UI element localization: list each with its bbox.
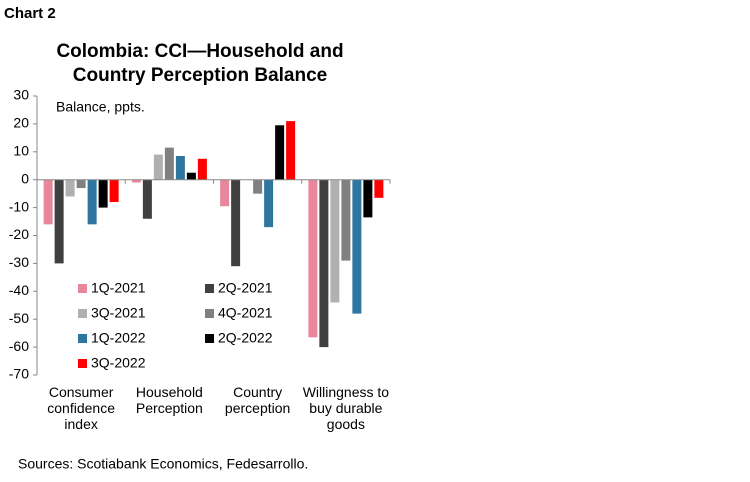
legend-swatch: [78, 284, 87, 293]
legend-label: 3Q-2022: [91, 355, 146, 371]
y-tick-label: 0: [21, 170, 29, 186]
chart-title: Colombia: CCI—Household and Country Perc…: [56, 41, 344, 86]
legend-label: 1Q-2022: [91, 330, 146, 346]
annotation: Balance, ppts.: [56, 99, 145, 115]
bar: [65, 179, 75, 197]
bar: [275, 125, 285, 180]
bar: [253, 179, 263, 194]
legend-swatch: [205, 284, 214, 293]
bar: [87, 179, 97, 225]
legend-label: 3Q-2021: [91, 305, 146, 321]
legend-swatch: [205, 309, 214, 318]
x-tick-label: Consumer confidence index: [47, 384, 115, 432]
bar: [220, 179, 230, 207]
y-tick-label: -20: [9, 226, 29, 242]
bar: [164, 147, 174, 180]
bar: [308, 179, 318, 338]
bar: [153, 154, 163, 180]
legend-label: 2Q-2022: [218, 330, 273, 346]
y-tick-label: -10: [9, 198, 29, 214]
legend-swatch: [78, 334, 87, 343]
y-tick-label: -70: [9, 366, 29, 382]
bar: [286, 121, 296, 180]
chart-label: Chart 2: [4, 5, 56, 22]
bar: [319, 179, 329, 348]
bar: [231, 179, 241, 267]
bar: [54, 179, 64, 264]
legend-swatch: [78, 309, 87, 318]
bar: [98, 179, 108, 208]
x-tick-label: Country perception: [224, 384, 291, 416]
y-tick-label: 20: [13, 115, 29, 131]
bar: [352, 179, 362, 314]
x-tick-label: Household Perception: [135, 384, 203, 416]
bar: [341, 179, 351, 261]
bar: [374, 179, 384, 198]
bar: [131, 179, 141, 183]
bar: [197, 158, 207, 180]
bar: [142, 179, 152, 219]
x-tick-label: Willingness to buy durable goods: [302, 384, 390, 432]
legend-label: 1Q-2021: [91, 280, 146, 296]
bar: [186, 172, 196, 180]
bar: [43, 179, 53, 225]
legend-swatch: [205, 334, 214, 343]
bar: [175, 155, 185, 180]
source: Sources: Scotiabank Economics, Fedesarro…: [18, 456, 308, 472]
bar: [109, 179, 119, 203]
legend-swatch: [78, 359, 87, 368]
legend-label: 4Q-2021: [218, 305, 273, 321]
bar: [330, 179, 340, 303]
bar: [76, 179, 86, 189]
bar: [264, 179, 274, 228]
y-tick-label: -60: [9, 338, 29, 354]
y-tick-label: 10: [13, 143, 29, 159]
y-tick-label: -30: [9, 254, 29, 270]
legend-label: 2Q-2021: [218, 280, 273, 296]
bar: [363, 179, 373, 218]
y-tick-label: 30: [13, 87, 29, 103]
y-tick-label: -50: [9, 310, 29, 326]
y-tick-label: -40: [9, 282, 29, 298]
